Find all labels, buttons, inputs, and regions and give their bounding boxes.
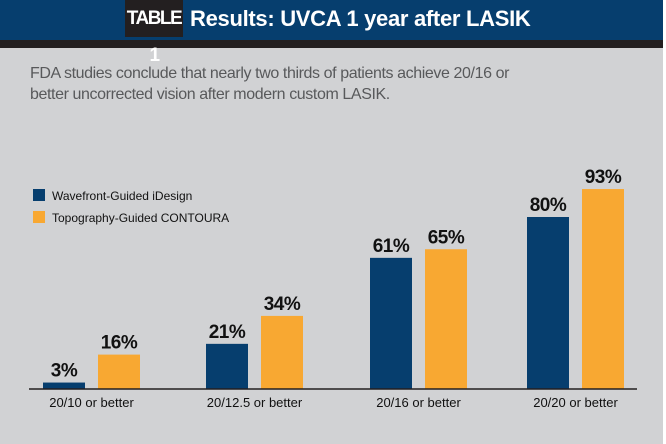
category-label: 20/20 or better: [533, 395, 618, 410]
data-label: 21%: [209, 322, 246, 343]
bar: [582, 189, 624, 389]
legend-swatch: [33, 189, 45, 201]
header-bar: [0, 0, 663, 40]
category-label: 20/10 or better: [49, 395, 134, 410]
bar: [261, 315, 303, 389]
bar: [527, 217, 569, 389]
data-label: 61%: [373, 236, 410, 257]
data-label: 80%: [530, 195, 567, 216]
data-label: 93%: [585, 167, 622, 188]
chart-subtitle: FDA studies conclude that nearly two thi…: [30, 65, 510, 103]
data-label: 16%: [101, 333, 138, 354]
data-label: 3%: [51, 361, 78, 382]
legend-swatch: [33, 211, 45, 223]
legend-label: Topography-Guided CONTOURA: [52, 211, 229, 225]
bar: [98, 354, 140, 389]
data-label: 34%: [264, 294, 301, 315]
bar: [43, 382, 85, 389]
bar: [206, 343, 248, 389]
legend-label: Wavefront-Guided iDesign: [52, 189, 192, 203]
bar: [370, 257, 412, 389]
table-tag: TABLE 1: [125, 0, 183, 66]
header-divider: [0, 40, 663, 48]
category-label: 20/12.5 or better: [207, 395, 303, 410]
data-label: 65%: [428, 227, 465, 248]
category-label: 20/16 or better: [376, 395, 461, 410]
chart-title: Results: UVCA 1 year after LASIK: [190, 6, 531, 31]
bar: [425, 249, 467, 389]
